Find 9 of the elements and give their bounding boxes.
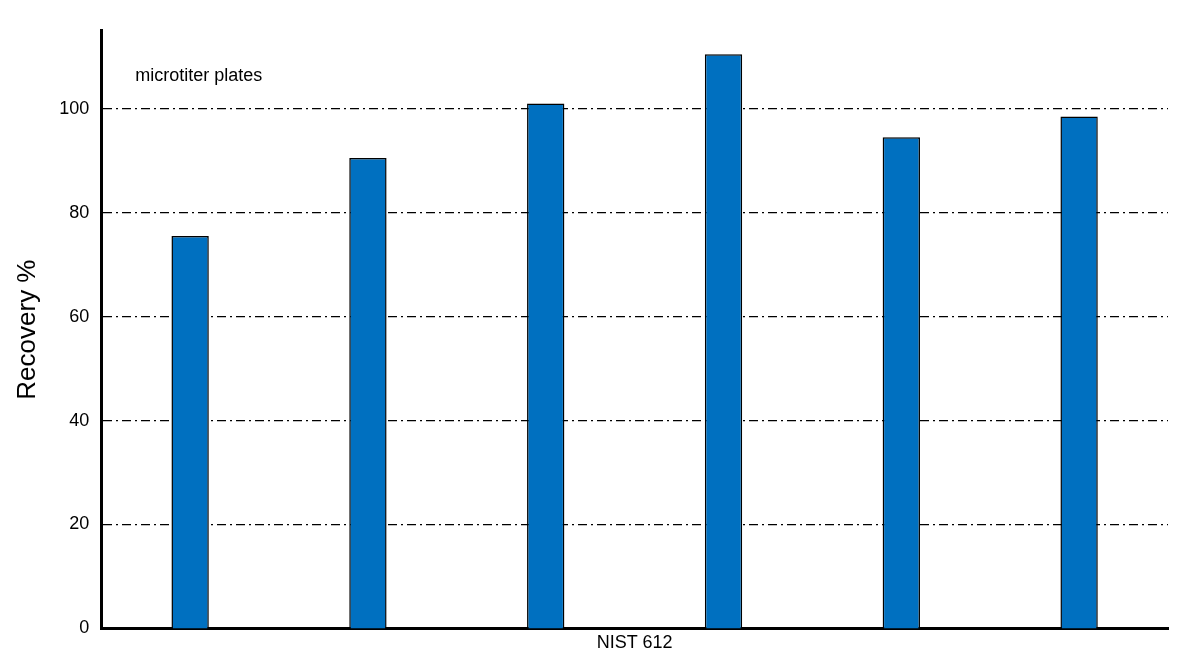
annotation: microtiter plates	[135, 64, 263, 85]
y-axis-title: Recovery %	[10, 259, 41, 400]
y-tick-label: 20	[69, 513, 90, 534]
y-tick-label: 60	[69, 305, 90, 326]
y-tick-label: 100	[59, 97, 90, 118]
y-tick-label: 0	[79, 617, 90, 638]
y-tick-label: 80	[69, 201, 90, 222]
x-axis-title: NIST 612	[596, 632, 673, 653]
y-tick-label: 40	[69, 409, 90, 430]
